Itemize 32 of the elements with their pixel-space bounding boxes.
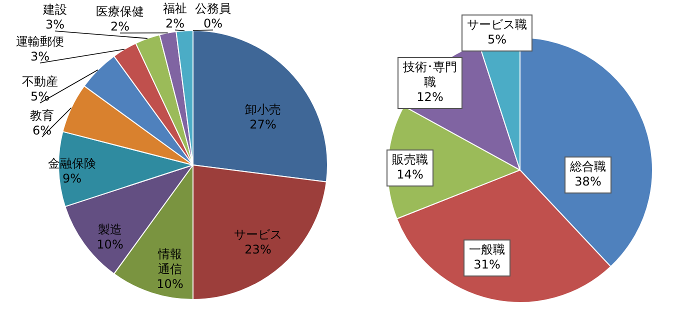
data-label: 38% [574, 174, 602, 189]
data-label: 2% [165, 16, 185, 31]
slice-label: 販売職 [392, 152, 428, 167]
data-label: 27% [250, 118, 276, 132]
data-label: 14% [396, 168, 424, 182]
data-label: 3% [30, 50, 50, 64]
data-label: 31% [474, 258, 500, 272]
slice-label: 医療保健 [96, 4, 144, 19]
slice-label: 不動産 [22, 74, 58, 89]
category-label: 公務員 [195, 2, 231, 16]
data-label: 9% [62, 172, 82, 186]
slice-label: 運輸郵便 [16, 34, 64, 49]
slice-label: 福祉 [163, 2, 187, 16]
slice-label: 卸小売 [245, 102, 281, 117]
slice-label: サービス [234, 228, 282, 242]
text: 0% [203, 16, 223, 31]
data-label: 2% [110, 20, 130, 34]
data-label: 10% [96, 238, 124, 252]
slice-label: サービス職 [467, 18, 527, 32]
data-label: 23% [244, 242, 272, 257]
data-label: 5% [487, 32, 507, 47]
slice-label: 総合職 [569, 160, 606, 174]
slice-label: 製造 [98, 222, 122, 237]
data-label: 3% [45, 18, 65, 32]
slice-label: 情報通信 [157, 247, 182, 276]
slice-label: 教育 [30, 108, 54, 123]
data-label: 5% [30, 90, 50, 104]
slice-label: 技術･専門職 [402, 60, 457, 90]
slice-label: 建設 [42, 2, 67, 17]
data-label: 10% [156, 277, 184, 292]
data-label: 12% [416, 90, 444, 104]
slice-label: 一般職 [469, 242, 505, 257]
